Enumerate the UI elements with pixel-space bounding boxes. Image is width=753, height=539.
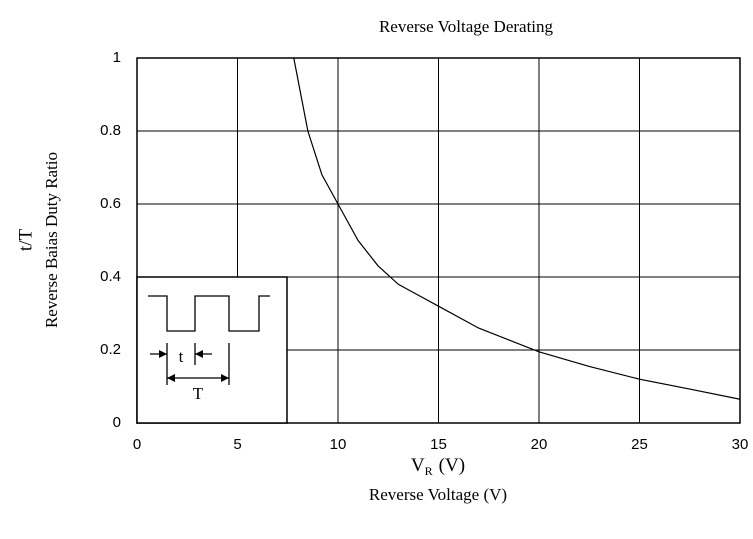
x-tick-label: 20 <box>531 436 548 453</box>
inset: t T <box>136 276 288 424</box>
arrowheads <box>159 350 229 382</box>
x-axis-label-line2: Reverse Voltage (V) <box>369 485 507 504</box>
y-tick-label: 0.2 <box>100 341 121 358</box>
y-label-line: t/T <box>15 229 36 252</box>
inset-label: T <box>193 384 204 403</box>
waveform <box>148 295 270 332</box>
x-axis-label: VR (V) <box>411 455 465 477</box>
curve <box>293 57 741 400</box>
x-tick-label: 15 <box>430 436 447 453</box>
y-tick-label: 0.8 <box>100 122 121 139</box>
x-tick-label: 5 <box>233 436 241 453</box>
inset-box <box>136 276 288 424</box>
y-label-line: Reverse Baias Duty Ratio <box>42 152 61 328</box>
inset-label: t <box>179 347 184 366</box>
x-label-sub: R <box>425 464 433 478</box>
x-label-unit: (V) <box>439 455 465 476</box>
plot-frame <box>136 57 741 424</box>
x-tick-label: 0 <box>133 436 141 453</box>
plot-area: 00.20.40.60.810 5 10 15 20 25 30 <box>100 49 748 453</box>
x-tick-label: 25 <box>631 436 648 453</box>
y-tick-label: 0.4 <box>100 268 121 285</box>
y-tick-label: 0 <box>113 414 121 431</box>
y-tick-label: 1 <box>113 49 121 66</box>
x-label-main: V <box>411 455 425 476</box>
x-tick-label: 30 <box>732 436 749 453</box>
y-axis-label: t/T Reverse Baias Duty Ratio <box>15 152 61 328</box>
x-tick-label: 10 <box>330 436 347 453</box>
y-tick-label: 0.6 <box>100 195 121 212</box>
chart-title: Reverse Voltage Derating <box>379 17 554 36</box>
